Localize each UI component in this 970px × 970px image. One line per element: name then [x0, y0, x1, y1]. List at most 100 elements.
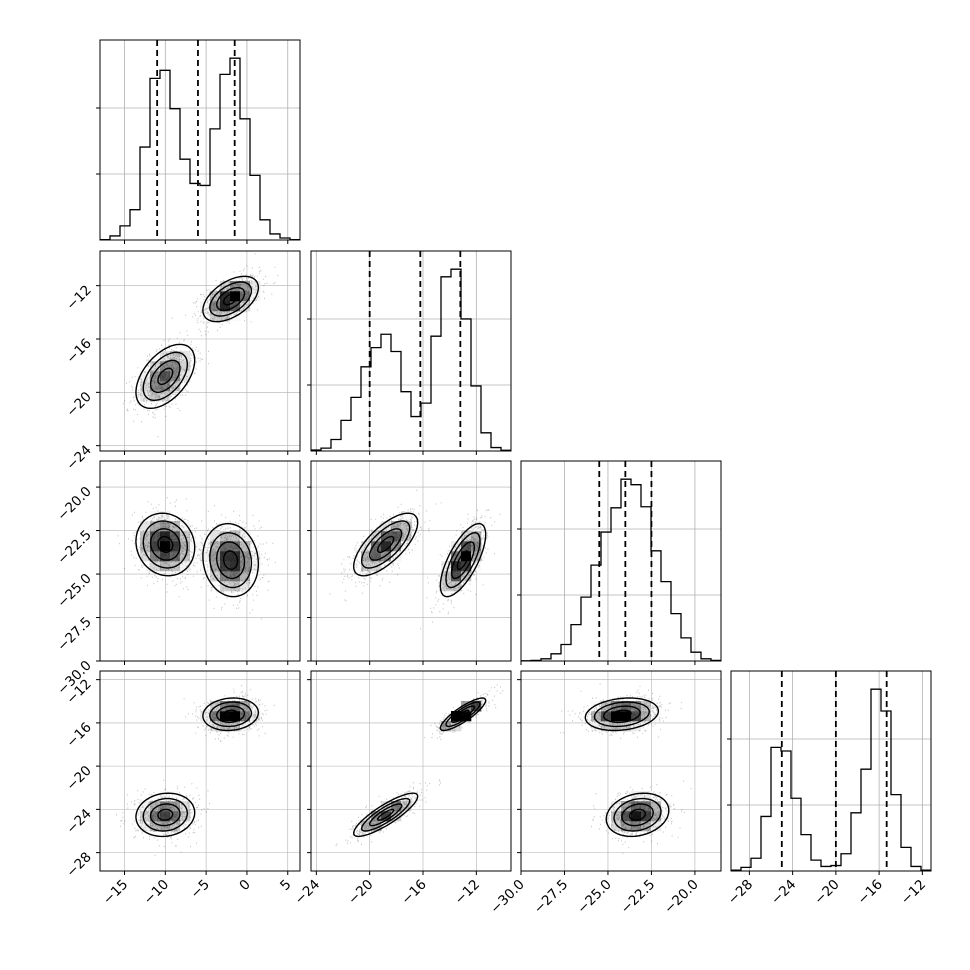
contour-line: [613, 797, 662, 832]
density-cell: [371, 821, 382, 832]
density-cell: [641, 711, 652, 722]
density-cell: [461, 561, 472, 572]
density-cell: [210, 701, 221, 712]
contour-line: [360, 797, 411, 832]
density-cell: [611, 701, 622, 712]
density-cell: [361, 551, 372, 562]
contour-line: [456, 709, 470, 719]
contour-line: [451, 705, 475, 723]
scatter-panel-0-3: [100, 671, 300, 871]
contour-line: [149, 803, 181, 827]
contour-line: [215, 287, 246, 311]
density-cell: [160, 551, 171, 562]
density-cell: [391, 801, 402, 812]
density-cell: [220, 281, 231, 292]
density-cell: [170, 811, 181, 822]
density-cell: [220, 291, 231, 302]
y-tick-label: −16: [63, 719, 94, 750]
contour-line: [215, 705, 246, 724]
y-tick-label: −20.0: [54, 484, 95, 525]
scatter-points: [122, 253, 279, 438]
density-cell: [361, 821, 372, 832]
density-cell: [381, 521, 392, 532]
density-cell: [240, 291, 251, 302]
contour-line: [202, 522, 260, 598]
contour-line: [157, 536, 174, 553]
density-cell: [250, 281, 261, 292]
density-cell: [651, 801, 662, 812]
density-cell: [651, 811, 662, 822]
contour-line: [215, 541, 246, 580]
density-cell: [631, 801, 642, 812]
y-tick-label: −20: [63, 763, 94, 794]
density-cell: [471, 521, 482, 532]
y-tick-label: −20: [63, 389, 94, 420]
density-cell: [641, 791, 652, 802]
density-cell: [651, 821, 662, 832]
contour-line: [135, 792, 196, 838]
panel-frame: [310, 250, 512, 452]
density-cell: [441, 561, 452, 572]
density-cell: [361, 561, 372, 572]
density-cell: [621, 811, 632, 822]
density-cell: [220, 541, 231, 552]
density-cell: [150, 561, 161, 572]
density-cell: [631, 791, 642, 802]
y-tick-label: −27.5: [54, 614, 95, 655]
density-cell: [150, 511, 161, 522]
contour-line: [223, 709, 239, 719]
density-cell: [160, 541, 171, 552]
histogram-panel-2: [521, 461, 721, 661]
contour-line: [135, 512, 196, 577]
x-tick-label: −15: [100, 877, 131, 908]
contour-line: [439, 522, 487, 598]
contour-line: [629, 808, 646, 821]
density-cell: [661, 801, 672, 812]
density-cell: [641, 811, 652, 822]
contour-line: [451, 541, 475, 580]
contour-line: [202, 275, 260, 323]
contour-line: [157, 367, 174, 385]
density-cell: [230, 581, 241, 592]
density-cell: [401, 531, 412, 542]
density-cell: [240, 701, 251, 712]
density-cell: [180, 361, 191, 372]
density-cell: [220, 531, 231, 542]
contour-line: [202, 697, 260, 732]
density-cell: [160, 561, 171, 572]
density-cell: [471, 531, 482, 542]
density-cell: [250, 291, 261, 302]
y-tick-label: −24: [63, 442, 94, 473]
contour-line: [621, 803, 654, 827]
contour-line: [149, 359, 181, 393]
x-tick-label: −20: [345, 877, 376, 908]
density-cell: [230, 571, 241, 582]
density-cell: [220, 701, 231, 712]
density-cell: [170, 541, 181, 552]
density-cell: [170, 351, 181, 362]
density-cell: [160, 811, 171, 822]
density-cell: [651, 791, 662, 802]
density-cell: [401, 801, 412, 812]
density-cell: [240, 721, 251, 732]
density-cell: [160, 361, 171, 372]
density-cell: [150, 391, 161, 402]
density-cell: [160, 381, 171, 392]
x-tick-label: −22.5: [618, 877, 659, 918]
density-cell: [170, 371, 181, 382]
density-cell: [240, 571, 251, 582]
contour-line: [142, 520, 189, 569]
density-cell: [441, 581, 452, 592]
contour-line: [456, 550, 470, 571]
density-cell: [240, 581, 251, 592]
density-cell: [250, 551, 261, 562]
panel-frame: [99, 670, 301, 872]
y-tick-label: −25.0: [54, 571, 95, 612]
density-cell: [250, 571, 261, 582]
density-cell: [631, 701, 642, 712]
scatter-panel-0-2: [100, 461, 300, 661]
contour-line: [369, 528, 403, 561]
density-cell: [190, 551, 201, 562]
density-cell: [150, 531, 161, 542]
x-tick-label: −20.0: [661, 877, 702, 918]
